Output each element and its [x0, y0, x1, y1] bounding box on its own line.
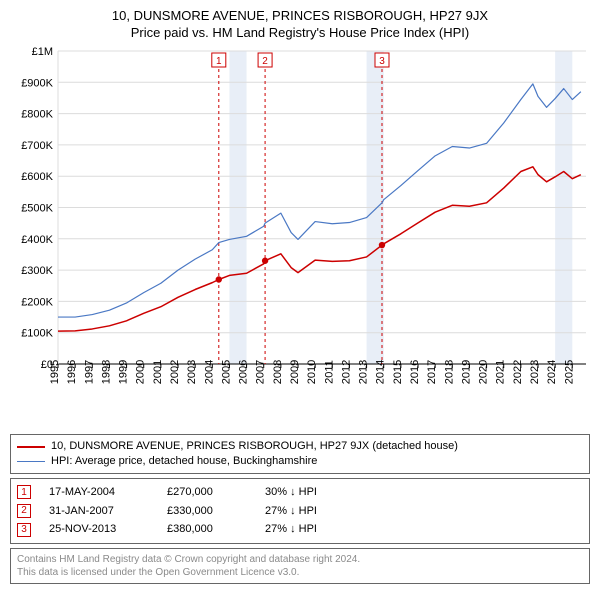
svg-text:2001: 2001: [152, 360, 164, 384]
svg-text:2021: 2021: [495, 360, 507, 384]
sale-row-1: 1 17-MAY-2004 £270,000 30% ↓ HPI: [17, 483, 583, 502]
svg-text:2022: 2022: [512, 360, 524, 384]
svg-text:£600K: £600K: [21, 171, 53, 183]
svg-text:£200K: £200K: [21, 296, 53, 308]
svg-text:2010: 2010: [306, 360, 318, 384]
sale-hpi-1: 30% ↓ HPI: [265, 483, 355, 502]
svg-text:£300K: £300K: [21, 265, 53, 277]
sale-price-1: £270,000: [167, 483, 247, 502]
svg-text:2018: 2018: [443, 360, 455, 384]
svg-text:1995: 1995: [49, 360, 61, 384]
svg-text:2006: 2006: [238, 360, 250, 384]
legend-box: 10, DUNSMORE AVENUE, PRINCES RISBOROUGH,…: [10, 434, 590, 474]
chart-area: £0£100K£200K£300K£400K£500K£600K£700K£80…: [10, 46, 590, 428]
sale-hpi-2: 27% ↓ HPI: [265, 502, 355, 521]
svg-text:2000: 2000: [135, 360, 147, 384]
credit-line-2: This data is licensed under the Open Gov…: [17, 566, 583, 579]
legend-label-hpi: HPI: Average price, detached house, Buck…: [51, 454, 317, 469]
svg-text:2012: 2012: [340, 360, 352, 384]
sale-date-2: 31-JAN-2007: [49, 502, 149, 521]
svg-text:2015: 2015: [392, 360, 404, 384]
svg-text:2003: 2003: [186, 360, 198, 384]
svg-text:£800K: £800K: [21, 109, 53, 121]
legend-swatch-hpi: [17, 461, 45, 462]
legend-row-property: 10, DUNSMORE AVENUE, PRINCES RISBOROUGH,…: [17, 439, 583, 454]
sale-date-3: 25-NOV-2013: [49, 520, 149, 539]
svg-text:3: 3: [379, 56, 385, 67]
svg-text:2014: 2014: [375, 360, 387, 384]
sale-price-3: £380,000: [167, 520, 247, 539]
svg-text:2024: 2024: [546, 360, 558, 384]
svg-text:2: 2: [262, 56, 268, 67]
svg-text:£700K: £700K: [21, 140, 53, 152]
svg-text:2023: 2023: [529, 360, 541, 384]
svg-text:2013: 2013: [358, 360, 370, 384]
svg-text:2009: 2009: [289, 360, 301, 384]
svg-text:2020: 2020: [478, 360, 490, 384]
sale-marker-3-icon: 3: [17, 523, 31, 537]
credit-line-1: Contains HM Land Registry data © Crown c…: [17, 553, 583, 566]
legend-label-property: 10, DUNSMORE AVENUE, PRINCES RISBOROUGH,…: [51, 439, 458, 454]
line-chart-svg: £0£100K£200K£300K£400K£500K£600K£700K£80…: [10, 46, 590, 396]
svg-text:2002: 2002: [169, 360, 181, 384]
svg-text:2004: 2004: [203, 360, 215, 384]
svg-text:1996: 1996: [66, 360, 78, 384]
sale-price-2: £330,000: [167, 502, 247, 521]
figure-container: 10, DUNSMORE AVENUE, PRINCES RISBOROUGH,…: [0, 0, 600, 590]
svg-text:2017: 2017: [426, 360, 438, 384]
svg-text:£100K: £100K: [21, 328, 53, 340]
svg-text:2019: 2019: [460, 360, 472, 384]
svg-text:£900K: £900K: [21, 77, 53, 89]
svg-text:2025: 2025: [563, 360, 575, 384]
sale-row-3: 3 25-NOV-2013 £380,000 27% ↓ HPI: [17, 520, 583, 539]
sales-table: 1 17-MAY-2004 £270,000 30% ↓ HPI 2 31-JA…: [10, 478, 590, 544]
legend-swatch-property: [17, 446, 45, 448]
svg-text:£400K: £400K: [21, 234, 53, 246]
chart-title: 10, DUNSMORE AVENUE, PRINCES RISBOROUGH,…: [10, 8, 590, 23]
svg-text:£500K: £500K: [21, 203, 53, 215]
legend-row-hpi: HPI: Average price, detached house, Buck…: [17, 454, 583, 469]
svg-text:£1M: £1M: [32, 46, 53, 58]
svg-text:2011: 2011: [323, 360, 335, 384]
svg-text:2005: 2005: [220, 360, 232, 384]
svg-text:2016: 2016: [409, 360, 421, 384]
svg-text:1: 1: [216, 56, 222, 67]
svg-text:1998: 1998: [100, 360, 112, 384]
credit-box: Contains HM Land Registry data © Crown c…: [10, 548, 590, 584]
svg-text:1999: 1999: [118, 360, 130, 384]
sale-row-2: 2 31-JAN-2007 £330,000 27% ↓ HPI: [17, 502, 583, 521]
sale-marker-1-icon: 1: [17, 485, 31, 499]
sale-hpi-3: 27% ↓ HPI: [265, 520, 355, 539]
svg-text:2008: 2008: [272, 360, 284, 384]
chart-subtitle: Price paid vs. HM Land Registry's House …: [10, 25, 590, 40]
sale-marker-2-icon: 2: [17, 504, 31, 518]
svg-text:1997: 1997: [83, 360, 95, 384]
sale-date-1: 17-MAY-2004: [49, 483, 149, 502]
